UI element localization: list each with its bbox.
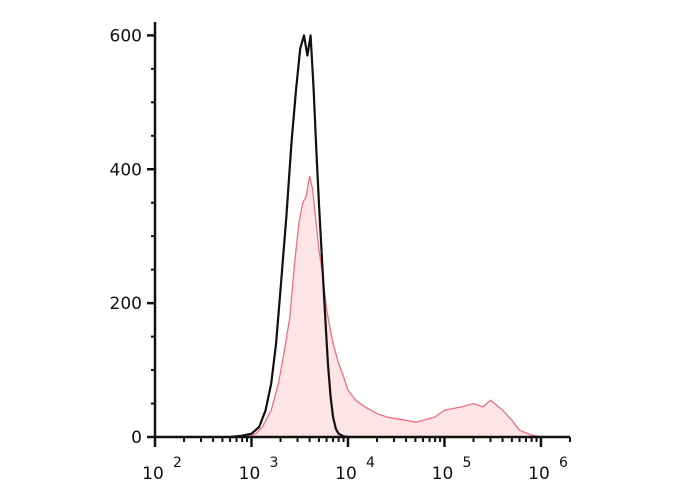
y-tick-label: 200 [110, 294, 142, 314]
tick-label-layer: 0 200 400 600 10 2 10 3 10 4 10 5 10 6 [110, 26, 568, 484]
x-tick-label: 10 [432, 464, 454, 484]
x-tick-exponent: 2 [173, 455, 182, 471]
x-tick-exponent: 6 [559, 455, 568, 471]
y-tick-label: 0 [131, 428, 142, 448]
stained-histogram-line [246, 175, 542, 438]
stained-histogram-fill [247, 176, 541, 437]
y-tick-label: 600 [110, 26, 142, 46]
series-layer [229, 34, 542, 439]
axes-layer [147, 22, 571, 447]
x-tick-exponent: 4 [366, 455, 375, 471]
y-tick-label: 400 [110, 160, 142, 180]
x-tick-label: 10 [142, 464, 164, 484]
x-tick-label: 10 [528, 464, 550, 484]
x-tick-exponent: 5 [462, 455, 471, 471]
x-tick-label: 10 [335, 464, 357, 484]
x-tick-exponent: 3 [269, 455, 278, 471]
control-histogram-line [229, 34, 349, 439]
x-tick-label: 10 [239, 464, 261, 484]
